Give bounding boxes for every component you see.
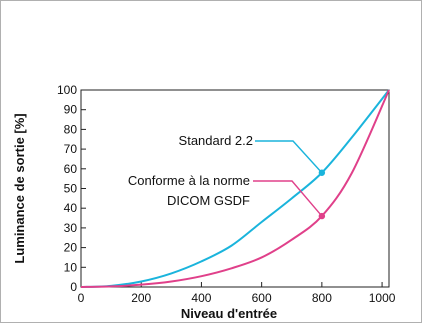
y-tick-label: 0 — [70, 280, 77, 294]
x-axis-label: Niveau d'entrée — [181, 306, 277, 321]
x-tick-label: 200 — [131, 291, 151, 305]
annotation-leader-0 — [255, 140, 323, 174]
y-tick-label: 30 — [64, 221, 78, 235]
annotation-label: Conforme à la norme — [128, 173, 250, 188]
y-tick-label: 80 — [64, 122, 78, 136]
y-tick-label: 90 — [64, 103, 78, 117]
y-tick-label: 50 — [64, 182, 78, 196]
x-tick-label: 400 — [191, 291, 211, 305]
y-tick-label: 20 — [64, 241, 78, 255]
annotation-label: DICOM GSDF — [167, 193, 250, 208]
y-tick-label: 40 — [64, 201, 78, 215]
y-tick-label: 70 — [64, 142, 78, 156]
x-tick-label: 800 — [312, 291, 332, 305]
series-line-0 — [80, 89, 390, 288]
x-tick-label: 1000 — [369, 291, 396, 305]
x-tick-label: 600 — [252, 291, 272, 305]
y-axis-label: Luminance de sortie [%] — [12, 113, 27, 263]
y-tick-label: 10 — [64, 260, 78, 274]
x-tick-label: 0 — [78, 291, 85, 305]
y-tick-label: 60 — [64, 162, 78, 176]
annotation-label: Standard 2.2 — [179, 133, 253, 148]
y-tick-label: 100 — [57, 83, 77, 97]
annotation-leader-1 — [253, 180, 323, 217]
series-line-1 — [80, 89, 390, 288]
